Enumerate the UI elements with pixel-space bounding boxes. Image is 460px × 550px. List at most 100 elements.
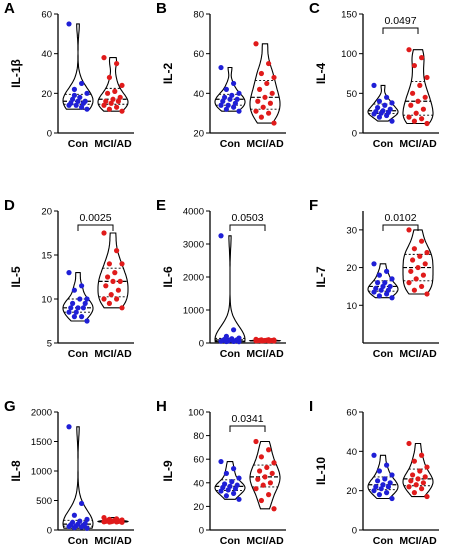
data-point-mci	[258, 497, 264, 504]
y-tick-label: 1000	[31, 467, 52, 478]
data-point-mci	[255, 476, 261, 482]
data-point-con	[220, 98, 226, 104]
y-tick-label: 30	[346, 225, 357, 236]
significance-bracket	[229, 425, 266, 432]
data-point-con	[80, 305, 86, 311]
data-point-con	[231, 490, 237, 497]
data-point-con	[384, 291, 390, 297]
data-point-con	[236, 496, 242, 502]
panel-letter: C	[309, 0, 320, 17]
violin-con	[214, 235, 246, 343]
data-point-mci	[271, 338, 277, 344]
y-tick-label: 150	[341, 10, 357, 21]
data-point-con	[384, 490, 390, 496]
data-point-con	[375, 280, 381, 286]
data-point-mci	[413, 482, 419, 488]
y-axis-label: IL-2	[161, 63, 175, 85]
data-point-mci	[424, 120, 430, 127]
data-point-mci	[119, 82, 125, 88]
y-tick-label: 100	[188, 408, 204, 419]
y-tick-label: 500	[36, 496, 52, 507]
data-point-con	[79, 314, 85, 320]
data-point-mci	[424, 249, 430, 256]
y-tick-label: 40	[193, 89, 204, 100]
panel-letter: B	[156, 0, 167, 17]
data-point-con	[70, 96, 76, 102]
data-point-mci	[106, 300, 112, 306]
x-tick-label: MCI/AD	[399, 535, 437, 547]
significance-bracket	[382, 224, 419, 231]
y-tick-label: 20	[41, 207, 52, 218]
data-point-mci	[422, 261, 428, 267]
data-point-mci	[406, 114, 412, 120]
p-value-label: 0.0341	[231, 413, 263, 425]
data-point-con	[382, 476, 388, 482]
data-point-mci	[119, 108, 125, 114]
data-point-mci	[406, 484, 412, 490]
data-point-con	[231, 104, 237, 110]
data-point-con	[77, 94, 83, 100]
data-point-con	[218, 458, 224, 465]
data-point-mci	[108, 292, 114, 298]
data-point-con	[232, 100, 238, 106]
y-tick-label: 2000	[183, 273, 204, 284]
data-point-mci	[424, 74, 430, 81]
data-point-mci	[257, 86, 263, 92]
data-point-con	[373, 484, 379, 490]
data-point-con	[223, 470, 229, 476]
data-point-con	[223, 338, 229, 345]
data-point-con	[231, 80, 237, 87]
data-point-mci	[119, 305, 125, 311]
data-point-con	[371, 488, 377, 494]
p-value-label: 0.0497	[384, 15, 416, 27]
data-point-con	[376, 98, 382, 104]
y-tick-label: 80	[193, 431, 204, 442]
data-point-mci	[114, 248, 120, 254]
y-axis-label: IL-8	[9, 460, 23, 482]
panel-letter: F	[309, 197, 318, 214]
data-point-con	[66, 523, 72, 530]
data-point-con	[225, 487, 231, 493]
data-point-mci	[101, 102, 107, 108]
data-point-mci	[406, 47, 412, 53]
y-tick-label: 20	[346, 263, 357, 274]
violin-con	[367, 84, 399, 122]
x-tick-label: MCI/AD	[246, 535, 284, 547]
y-axis-label: IL-6	[161, 266, 175, 288]
data-point-con	[376, 114, 382, 120]
data-point-mci	[115, 98, 121, 104]
data-point-mci	[258, 454, 264, 460]
data-point-mci	[408, 268, 414, 274]
data-point-mci	[415, 476, 421, 482]
data-point-con	[384, 268, 390, 274]
data-point-mci	[114, 296, 120, 302]
data-point-con	[236, 90, 242, 96]
data-point-mci	[408, 478, 414, 484]
significance-bracket	[229, 224, 266, 231]
data-point-mci	[253, 338, 259, 344]
data-point-con	[378, 287, 384, 293]
data-point-con	[229, 92, 235, 98]
y-tick-label: 40	[346, 447, 357, 458]
data-point-mci	[267, 100, 273, 106]
data-point-con	[66, 270, 72, 276]
data-point-mci	[117, 94, 123, 100]
data-point-con	[79, 80, 85, 87]
data-point-mci	[114, 519, 120, 525]
data-point-con	[223, 493, 229, 499]
data-point-con	[375, 105, 381, 111]
data-point-con	[84, 296, 90, 302]
data-point-con	[218, 233, 224, 239]
data-point-mci	[119, 519, 125, 525]
data-point-mci	[103, 283, 109, 289]
data-point-con	[371, 452, 377, 458]
data-point-con	[384, 94, 390, 100]
data-point-mci	[262, 94, 268, 100]
data-point-con	[84, 525, 90, 531]
data-point-con	[382, 102, 388, 108]
data-point-mci	[266, 447, 272, 453]
data-point-mci	[101, 296, 107, 302]
x-tick-label: Con	[220, 138, 240, 150]
data-point-con	[66, 424, 72, 430]
y-tick-label: 60	[193, 455, 204, 466]
